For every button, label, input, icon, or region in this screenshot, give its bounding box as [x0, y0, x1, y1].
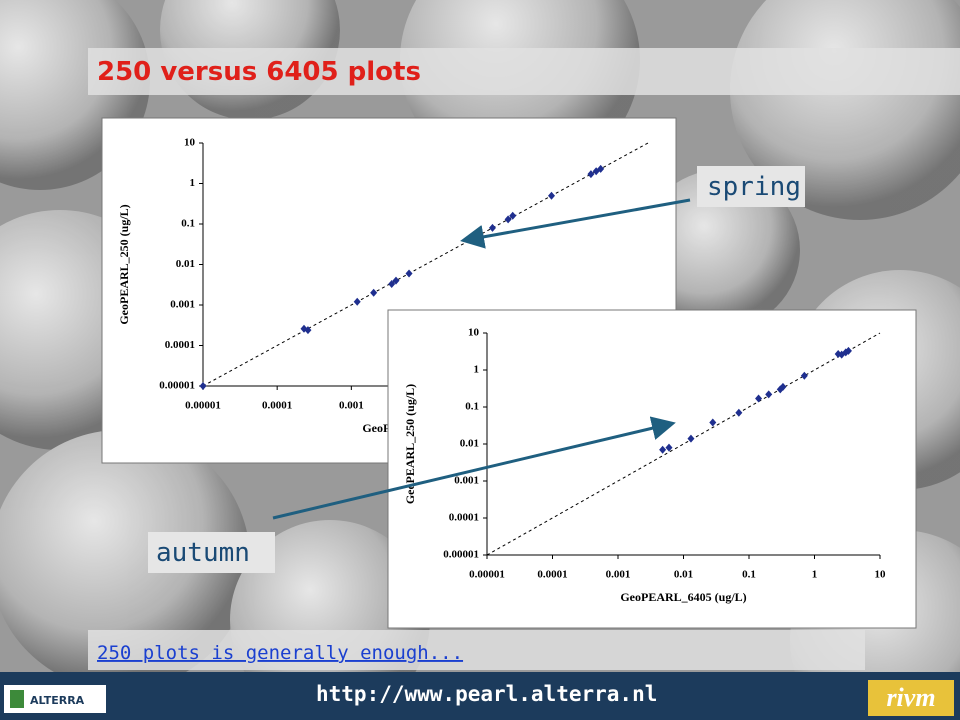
point — [844, 346, 852, 355]
footer — [0, 672, 960, 720]
y-tick-label: 0.0001 — [165, 339, 195, 351]
y-tick-label: 0.1 — [465, 401, 479, 413]
point — [779, 382, 787, 391]
point — [304, 326, 312, 335]
note: 250 plots is generally enough... — [97, 642, 463, 664]
charts: 0.00001 0.0001 0.001 0.01 0.1 1 10 0.00001 0.000… — [101, 117, 917, 629]
x-tick-label: 1 — [812, 569, 818, 581]
callout-box — [697, 166, 805, 207]
x-tick-label: 0.0001 — [262, 400, 292, 412]
point — [597, 164, 605, 173]
point — [587, 170, 595, 179]
x-tick-label: 10 — [875, 569, 887, 581]
point — [765, 390, 773, 399]
point — [755, 394, 763, 403]
x-tick-label: 0.0001 — [537, 569, 567, 581]
y-axis-label: GeoPEARL_250 (ug/L) — [117, 204, 131, 324]
point — [735, 408, 743, 417]
point — [800, 371, 808, 380]
slide-title: 250 versus 6405 plots — [97, 57, 421, 87]
one-to-one-line — [202, 142, 649, 387]
point — [548, 191, 556, 200]
x-tick-label: 0.01 — [674, 569, 693, 581]
y-tick-label: 0.00001 — [159, 380, 195, 392]
y-tick-label: 0.0001 — [449, 512, 479, 524]
note-bar — [88, 630, 865, 670]
point — [199, 382, 207, 390]
x-tick-label: 0.00001 — [185, 400, 221, 412]
point — [709, 418, 717, 427]
arrow — [460, 198, 691, 249]
chart-frame — [387, 309, 917, 629]
y-tick-label: 1 — [190, 177, 196, 189]
y-tick-label: 0.01 — [460, 438, 479, 450]
point — [687, 434, 695, 443]
point — [353, 297, 361, 306]
y-tick-label: 0.1 — [181, 218, 195, 230]
arrow — [272, 416, 676, 520]
callout-box — [148, 532, 275, 573]
point — [504, 215, 512, 224]
logo-text: ALTERRA — [30, 694, 85, 707]
x-tick-label: 0.001 — [606, 569, 631, 581]
point — [509, 211, 517, 220]
chart: 0.00001 0.0001 0.001 0.01 0.1 1 10 0.00001 0.000… — [387, 309, 917, 629]
y-tick-label: 0.01 — [176, 258, 195, 270]
callout: spring — [707, 172, 801, 202]
point — [370, 288, 378, 297]
point — [388, 280, 396, 289]
y-tick-label: 0.00001 — [443, 549, 479, 561]
title-bar — [88, 48, 960, 95]
x-tick-label: 0.001 — [339, 400, 364, 412]
callout: autumn — [156, 538, 250, 568]
y-tick-label: 0.001 — [170, 299, 195, 311]
logo-icon — [10, 690, 24, 708]
y-axis-label: GeoPEARL_250 (ug/L) — [403, 384, 417, 504]
y-tick-label: 10 — [468, 327, 480, 339]
x-axis-label: GeoPEARL_6405 (ug/L) — [620, 590, 746, 604]
x-tick-label: 0.00001 — [469, 569, 505, 581]
point — [392, 276, 400, 285]
point — [405, 269, 413, 278]
y-tick-label: 1 — [474, 364, 480, 376]
x-tick-label: 0.1 — [742, 569, 756, 581]
logo-text: rivm — [886, 683, 935, 712]
logo-box — [868, 680, 954, 716]
point — [488, 223, 496, 232]
y-tick-label: 0.001 — [454, 475, 479, 487]
point — [665, 443, 673, 452]
y-tick-label: 10 — [184, 137, 196, 149]
point — [659, 445, 667, 454]
footer-url: http://www.pearl.alterra.nl — [316, 682, 657, 706]
